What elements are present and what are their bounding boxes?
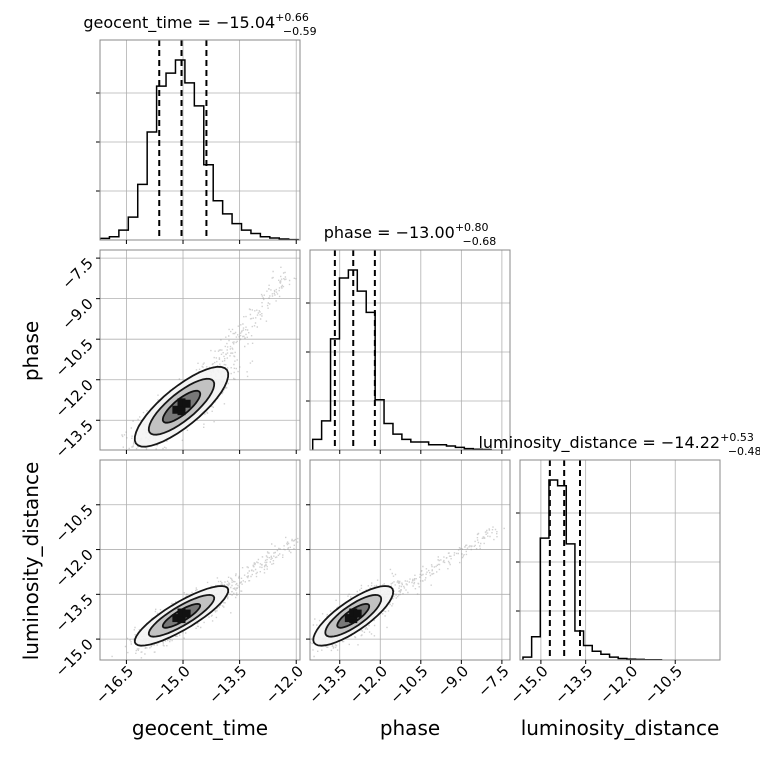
density-core <box>177 402 186 411</box>
y-tick-label: −13.5 <box>52 590 97 635</box>
y-tick-label: −9.0 <box>58 295 96 333</box>
density-core <box>172 614 181 623</box>
panel-content <box>100 460 300 660</box>
panel-frame <box>99 39 301 241</box>
xlabel-phase: phase <box>380 716 440 740</box>
y-tick-label: −7.5 <box>58 254 96 292</box>
panels: geocent_time = −15.04+0.66 −0.59−7.5−9.0−… <box>52 11 760 707</box>
panel-geocent_time-luminosity_distance: −16.5 −15.0 −13.5 −12.0−10.5−12.0−13.5−15.0 <box>52 459 307 707</box>
ylabel-luminosity-distance: luminosity_distance <box>19 462 43 661</box>
x-tick-label: −12.0 <box>596 662 641 707</box>
y-tick-label: −10.5 <box>52 501 97 546</box>
x-tick-label: −15.0 <box>149 662 194 707</box>
x-tick-label: −10.5 <box>386 662 431 707</box>
ylabel-phase: phase <box>19 321 43 381</box>
x-tick-label: −9.0 <box>434 662 472 700</box>
density-core <box>353 609 362 618</box>
histogram-step <box>311 269 492 450</box>
panel-content <box>100 250 300 450</box>
x-tick-label: −12.0 <box>262 662 307 707</box>
panel-frame <box>99 249 301 451</box>
xlabel-luminosity-distance: luminosity_distance <box>521 716 720 740</box>
y-tick-label: −15.0 <box>52 635 97 680</box>
panel-phase-phase: phase = −13.00+0.80 −0.68 <box>306 221 511 454</box>
x-tick-label: −16.5 <box>92 662 137 707</box>
scatter-points <box>310 526 505 658</box>
panel-phase-luminosity_distance: −13.5−12.0−10.5 −9.0 −7.5 <box>305 459 513 707</box>
y-tick-label: −13.5 <box>52 416 97 461</box>
title-phase: phase = −13.00+0.80 −0.68 <box>324 221 497 248</box>
histogram-step <box>100 59 299 240</box>
y-tick-label: −10.5 <box>52 335 97 380</box>
x-tick-label: −12.0 <box>346 662 391 707</box>
x-tick-label: −13.5 <box>305 662 350 707</box>
x-tick-label: −13.5 <box>551 662 596 707</box>
x-tick-label: −13.5 <box>205 662 250 707</box>
axis-labels: geocent_time phase luminosity_distance p… <box>19 321 719 740</box>
panel-frame <box>519 459 721 661</box>
density-core <box>177 407 186 416</box>
panel-content <box>520 460 720 660</box>
density-core <box>177 398 186 407</box>
y-tick-label: −12.0 <box>52 376 97 421</box>
density-core <box>349 608 358 617</box>
density-core <box>182 399 191 408</box>
title-geocent_time: geocent_time = −15.04+0.66 −0.59 <box>83 11 316 38</box>
density-core <box>344 614 353 623</box>
panel-content <box>100 40 300 240</box>
panel-geocent_time-geocent_time: geocent_time = −15.04+0.66 −0.59 <box>83 11 317 244</box>
xlabel-geocent-time: geocent_time <box>132 716 268 740</box>
title-luminosity_distance: luminosity_distance = −14.22+0.53 −0.48 <box>478 431 760 458</box>
panel-geocent_time-phase: −7.5−9.0−10.5−12.0−13.5 <box>52 249 301 462</box>
panel-content <box>310 460 510 660</box>
panel-frame <box>99 459 301 661</box>
y-tick-label: −12.0 <box>52 546 97 591</box>
scatter-points <box>121 266 297 450</box>
x-tick-label: −10.5 <box>641 662 686 707</box>
density-core <box>177 608 186 617</box>
panel-luminosity_distance-luminosity_distance: luminosity_distance = −14.22+0.53 −0.48 −1… <box>478 431 760 707</box>
panel-frame <box>309 459 511 661</box>
density-core <box>182 609 191 618</box>
x-tick-label: −15.0 <box>506 662 551 707</box>
histogram-step <box>522 479 663 660</box>
panel-frame <box>309 249 511 451</box>
panel-content <box>310 250 510 450</box>
density-core <box>172 405 181 414</box>
